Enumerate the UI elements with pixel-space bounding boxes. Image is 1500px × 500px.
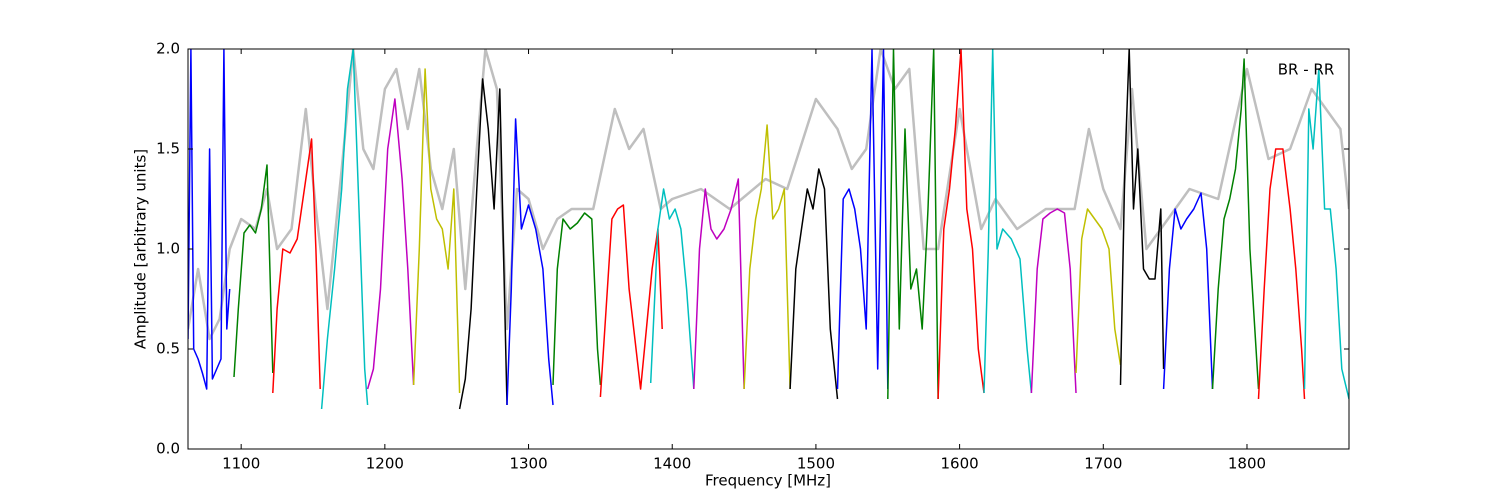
- series-line: [983, 49, 1033, 394]
- x-axis-label: Frequency [MHz]: [705, 472, 831, 490]
- y-tick-label: 1.0: [156, 240, 180, 258]
- series-line: [599, 204, 663, 398]
- series-line: [506, 118, 554, 406]
- y-tick-label: 0.5: [156, 340, 180, 358]
- series-line: [366, 98, 415, 390]
- x-tick-label: 1500: [797, 455, 835, 473]
- series-line: [1119, 49, 1165, 386]
- y-tick-label: 1.5: [156, 140, 180, 158]
- series-line: [1162, 192, 1214, 390]
- series-line: [552, 212, 602, 386]
- x-tick-label: 1800: [1228, 455, 1266, 473]
- series-line: [649, 188, 695, 390]
- series-line: [458, 78, 508, 410]
- x-tick-label: 1400: [653, 455, 691, 473]
- y-tick-label: 0.0: [156, 440, 180, 458]
- x-tick-label: 1600: [941, 455, 979, 473]
- y-tick-label: 2.0: [156, 40, 180, 58]
- series-line: [693, 178, 745, 390]
- series-line: [836, 49, 889, 390]
- series-line: [272, 138, 321, 394]
- x-tick-label: 1700: [1084, 455, 1122, 473]
- x-tick-label: 1100: [222, 455, 260, 473]
- plot-lines: [188, 49, 1349, 410]
- x-tick-label: 1200: [366, 455, 404, 473]
- series-line: [743, 124, 791, 390]
- plot-frame: [187, 48, 1350, 450]
- series-line: [937, 49, 985, 400]
- series-line: [233, 164, 274, 378]
- series-line: [1211, 58, 1260, 390]
- series-line: [1257, 148, 1306, 400]
- annotation: BR - RR: [1278, 61, 1335, 79]
- series-line: [188, 49, 1349, 341]
- series-line: [1303, 68, 1349, 400]
- series-line: [188, 49, 231, 390]
- x-tick-label: 1300: [509, 455, 547, 473]
- series-line: [1030, 208, 1077, 394]
- series-line: [412, 68, 461, 394]
- series-line: [887, 49, 939, 400]
- series-line: [789, 168, 839, 400]
- series-line: [320, 49, 369, 410]
- series-line: [1075, 208, 1122, 374]
- y-axis-label: Amplitude [arbitrary units]: [132, 149, 150, 349]
